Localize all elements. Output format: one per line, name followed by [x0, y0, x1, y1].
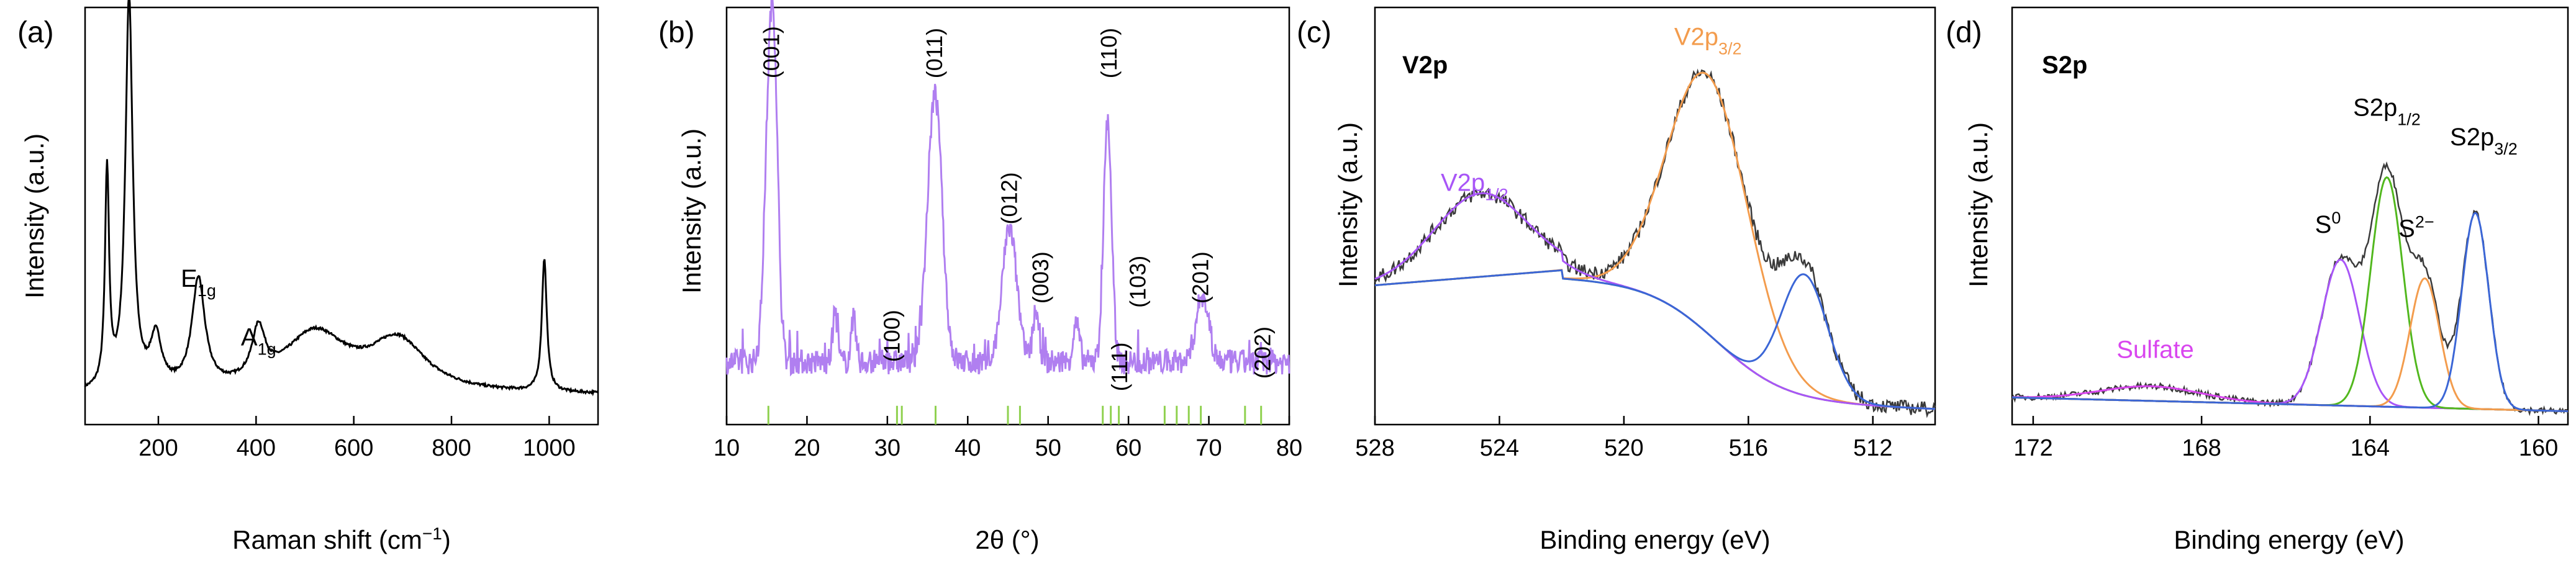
y-axis-label-b: Intensity (a.u.)	[677, 128, 706, 294]
hkl-label: (011)	[922, 28, 947, 78]
fit-line	[1374, 71, 1936, 410]
x-axis-label-c: Binding energy (eV)	[1540, 525, 1770, 554]
hkl-label: (103)	[1125, 256, 1151, 308]
hkl-label: (202)	[1249, 327, 1275, 379]
panel-title-d: S2p	[2042, 52, 2087, 79]
hkl-labels: (001) (011) (012) (100) (003) (110) (111) (103)…	[758, 26, 1275, 391]
x-ticks-b: 10 20 30 40 50 60 70 80	[714, 416, 1302, 461]
panel-label-b: (b)	[658, 16, 695, 49]
x-tick-label: 516	[1729, 435, 1768, 461]
y-axis-label-c: Intensity (a.u.)	[1333, 122, 1363, 287]
panel-label-a: (a)	[17, 16, 54, 49]
x-tick-label: 800	[432, 435, 471, 461]
hkl-label: (110)	[1096, 28, 1122, 78]
annotation-e1g: E1g	[181, 265, 216, 300]
panel-label-c: (c)	[1297, 16, 1331, 49]
x-tick-label: 168	[2182, 435, 2221, 461]
xps-s2p-fits	[2011, 161, 2569, 417]
raman-annotations: E1g A1g	[181, 265, 276, 358]
fit-line	[1374, 269, 1936, 410]
x-tick-label: 400	[237, 435, 276, 461]
x-tick-label: 524	[1480, 435, 1519, 461]
xrd-pattern-line	[725, 0, 1290, 377]
x-tick-label: 50	[1035, 435, 1061, 461]
xps-v2p-fits	[1374, 68, 1936, 418]
y-axis-label-d: Intensity (a.u.)	[1964, 122, 1993, 287]
x-tick-label: 70	[1195, 435, 1222, 461]
plot-frame-d	[2011, 6, 2569, 426]
s2p-peak-labels: S2p1/2 S2p3/2 S0 S2− Sulfate	[2116, 94, 2517, 364]
y-axis-label-a: Intensity (a.u.)	[20, 133, 49, 299]
hkl-label: (201)	[1188, 251, 1213, 304]
hkl-label: (100)	[879, 310, 905, 362]
x-tick-label: 164	[2351, 435, 2390, 461]
panel-a: (a) 200 400 600 800 1000 Intensity (a.u.) Ra…	[17, 0, 599, 555]
raw-data-line	[2011, 161, 2569, 417]
hkl-label: (111)	[1107, 343, 1132, 392]
fit-line	[2011, 212, 2569, 412]
x-ticks-a: 200 400 600 800 1000	[138, 416, 576, 461]
hkl-label: (003)	[1028, 251, 1053, 304]
panel-d: (d) 172 168 164 160 Intensity (a.u.) Bindin…	[1946, 6, 2569, 554]
raw-data-line	[1374, 68, 1936, 418]
x-tick-label: 80	[1276, 435, 1302, 461]
x-ticks-c: 528 524 520 516 512	[1355, 416, 1892, 461]
x-tick-label: 528	[1355, 435, 1394, 461]
x-ticks-d: 172 168 164 160	[2013, 416, 2558, 461]
x-tick-label: 1000	[523, 435, 576, 461]
x-tick-label: 600	[334, 435, 373, 461]
hkl-label: (001)	[758, 26, 784, 78]
plot-frame-c	[1374, 6, 1936, 426]
fit-line	[2011, 258, 2569, 412]
label-s2p12: S2p1/2	[2353, 94, 2421, 129]
label-s2p32: S2p3/2	[2450, 124, 2518, 158]
label-v2p32: V2p3/2	[1674, 23, 1742, 58]
annotation-a1g: A1g	[241, 323, 276, 358]
x-tick-label: 40	[955, 435, 981, 461]
x-tick-label: 60	[1115, 435, 1141, 461]
panel-b: (b) 10 20 30 40 50 60 70 80 Intensity (a.u.) 2θ…	[658, 0, 1302, 554]
x-tick-label: 30	[874, 435, 900, 461]
panel-c: (c) 528 524 520 516 512 Intensity (a.u.) Bin…	[1297, 6, 1936, 554]
x-axis-label-d: Binding energy (eV)	[2174, 525, 2404, 554]
fit-line	[2011, 176, 2569, 412]
panel-label-d: (d)	[1946, 16, 1982, 49]
x-tick-label: 512	[1853, 435, 1892, 461]
x-tick-label: 172	[2013, 435, 2052, 461]
v2p-peak-labels: V2p3/2 V2p1/2	[1441, 23, 1742, 204]
x-axis-label-b: 2θ (°)	[975, 525, 1039, 554]
label-v2p12: V2p1/2	[1441, 169, 1508, 204]
reference-lines-b	[767, 405, 1263, 425]
x-tick-label: 160	[2519, 435, 2558, 461]
x-tick-label: 20	[794, 435, 820, 461]
label-s0: S0	[2315, 209, 2341, 238]
fit-line	[1374, 192, 1936, 410]
raman-spectrum-line	[84, 0, 599, 397]
hkl-label: (012)	[997, 172, 1022, 224]
label-s2minus: S2−	[2398, 213, 2434, 243]
label-sulfate: Sulfate	[2116, 336, 2194, 363]
x-tick-label: 200	[138, 435, 178, 461]
x-tick-label: 520	[1604, 435, 1643, 461]
panel-title-c: V2p	[1402, 52, 1448, 79]
x-tick-label: 10	[714, 435, 740, 461]
plot-frame-a	[84, 6, 599, 426]
x-axis-label-a: Raman shift (cm−1)	[232, 524, 451, 555]
